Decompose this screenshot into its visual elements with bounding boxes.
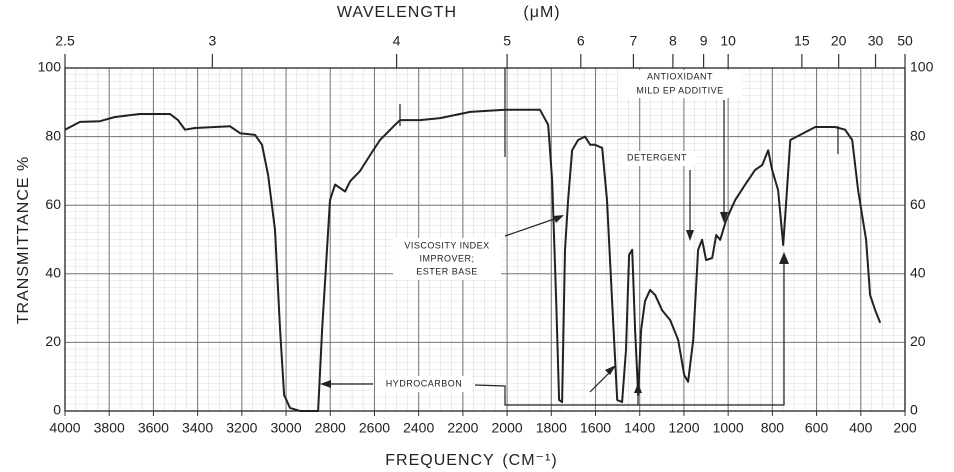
x-tick-label: 1000 <box>713 420 744 436</box>
arrow-head <box>320 380 331 388</box>
x-tick-label: 3400 <box>182 420 213 436</box>
arrow-head <box>686 230 694 241</box>
y-tick-label: 60 <box>45 196 61 212</box>
annotation-bg <box>376 376 472 392</box>
annotation: MILD EP ADDITIVE <box>636 85 723 95</box>
x2-tick-label: 6 <box>577 33 585 49</box>
arrow-head <box>720 212 728 223</box>
x-tick-label: 1600 <box>580 420 611 436</box>
annotation-bg <box>618 70 742 98</box>
arrow-line <box>504 216 561 237</box>
x-tick-label: 2600 <box>359 420 390 436</box>
x2-axis-title: WAVELENGTH <box>337 4 457 21</box>
x-tick-label: 2400 <box>403 420 434 436</box>
x-tick-label: 4000 <box>49 420 80 436</box>
x-tick-label: 3600 <box>138 420 169 436</box>
x-tick-label: 3800 <box>94 420 125 436</box>
x2-tick-label: 30 <box>868 33 884 49</box>
x2-tick-label: 4 <box>393 33 401 49</box>
annotation: ANTIOXIDANT <box>647 71 713 81</box>
x-tick-label: 3000 <box>270 420 301 436</box>
bracket-line <box>474 258 785 406</box>
y-axis-title: TRANSMITTANCE % <box>15 156 32 324</box>
x2-axis-unit: (μM) <box>523 4 560 21</box>
y-tick-label: 0 <box>910 402 918 418</box>
annotation-lines <box>320 68 839 406</box>
x2-tick-label: 8 <box>669 33 677 49</box>
y-tick-label: 20 <box>45 333 61 349</box>
x-tick-label: 2200 <box>447 420 478 436</box>
arrow-line <box>589 369 613 393</box>
x-tick-label: 1800 <box>536 420 567 436</box>
y-tick-label: 0 <box>53 402 61 418</box>
annotation: DETERGENT <box>627 152 687 162</box>
x2-tick-label: 5 <box>503 33 511 49</box>
y-tick-label: 80 <box>910 127 926 143</box>
arrow-head <box>605 365 616 375</box>
y-tick-label: 100 <box>38 59 62 75</box>
x-tick-label: 1400 <box>624 420 655 436</box>
x-tick-label: 200 <box>893 420 917 436</box>
spectrum-line <box>64 108 882 412</box>
x-tick-label: 3200 <box>226 420 257 436</box>
x-tick-label: 600 <box>805 420 829 436</box>
annotation: IMPROVER; <box>419 253 474 263</box>
plot-frame <box>64 67 906 412</box>
y-tick-label: 20 <box>910 333 926 349</box>
x-tick-label: 400 <box>849 420 873 436</box>
arrow-head <box>553 215 564 223</box>
annotation-bg <box>393 238 501 280</box>
x-tick-label: 2800 <box>315 420 346 436</box>
annotation: HYDROCARBON <box>386 378 463 388</box>
y-tick-label: 100 <box>910 59 934 75</box>
x2-tick-label: 20 <box>831 33 847 49</box>
annotation: VISCOSITY INDEX <box>404 240 489 250</box>
x-tick-label: 800 <box>761 420 785 436</box>
x-axis-unit: (CM⁻¹) <box>502 452 557 469</box>
x-tick-label: 2000 <box>492 420 523 436</box>
annotation-bg <box>620 151 696 166</box>
arrow-head <box>779 252 789 264</box>
y-tick-label: 40 <box>910 265 926 281</box>
x2-tick-label: 10 <box>720 33 736 49</box>
x2-tick-label: 9 <box>700 33 708 49</box>
x-tick-label: 1200 <box>668 420 699 436</box>
x-axis-title: FREQUENCY <box>385 452 494 469</box>
y-tick-label: 80 <box>45 127 61 143</box>
annotation: ESTER BASE <box>416 266 478 276</box>
x2-tick-label: 3 <box>208 33 216 49</box>
y-tick-label: 40 <box>45 265 61 281</box>
y-tick-label: 60 <box>910 196 926 212</box>
x2-tick-label: 15 <box>794 33 810 49</box>
x2-tick-label: 50 <box>897 33 913 49</box>
x2-tick-label: 7 <box>630 33 638 49</box>
x2-tick-label: 2.5 <box>55 33 75 49</box>
